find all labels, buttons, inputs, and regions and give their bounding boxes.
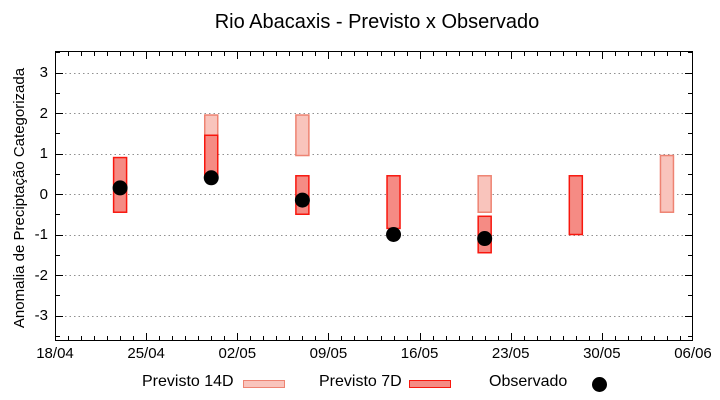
range-bar (203, 114, 219, 137)
legend-label-observado: Observado (489, 373, 568, 390)
range-bar (477, 175, 492, 213)
x-tick-label: 16/05 (400, 345, 439, 362)
legend-dot-observado-icon (592, 377, 607, 392)
range-bar (203, 134, 219, 177)
legend-swatch-previsto-14d (243, 380, 285, 388)
x-tick-label: 23/05 (491, 345, 530, 362)
x-tick-label: 25/04 (127, 345, 165, 362)
range-bar (386, 175, 401, 230)
y-tick-labels: 3 2 1 0 -1 -2 -3 (0, 0, 48, 400)
gridlines (56, 73, 692, 317)
x-tick-label: 06/06 (674, 345, 712, 362)
range-bar (568, 175, 584, 236)
x-tick-labels: 18/04 25/04 02/05 09/05 16/05 23/05 30/05 06/06 (0, 346, 720, 362)
tick-marks (56, 52, 692, 340)
y-tick-label: -2 (34, 266, 48, 284)
legend-label-previsto-7d: Previsto 7D (319, 373, 402, 390)
observed-dot (294, 192, 310, 208)
y-tick-label: 3 (39, 64, 48, 81)
range-bar (659, 154, 675, 213)
y-tick-label: -3 (34, 307, 48, 324)
x-tick-label: 30/05 (583, 345, 621, 362)
series-previsto-14d (203, 114, 675, 213)
series-previsto-7d (112, 134, 584, 254)
range-bar (295, 114, 310, 157)
legend-label-previsto-14d: Previsto 14D (142, 373, 234, 390)
series-observado (112, 170, 493, 247)
observed-dot (112, 180, 128, 196)
y-tick-label: -1 (34, 226, 48, 243)
y-tick-label: 1 (39, 145, 48, 162)
axis-border (55, 51, 693, 341)
observed-dot (203, 170, 219, 186)
y-tick-label: 0 (39, 185, 48, 203)
observed-dot (386, 227, 402, 242)
x-tick-label: 09/05 (309, 345, 348, 362)
chart-title: Rio Abacaxis - Previsto x Observado (214, 11, 540, 33)
y-tick-label: 2 (39, 104, 48, 122)
x-tick-label: 18/04 (36, 345, 74, 362)
observed-dot (477, 231, 493, 247)
legend-swatch-previsto-7d (409, 380, 451, 388)
x-tick-label: 02/05 (218, 345, 257, 362)
